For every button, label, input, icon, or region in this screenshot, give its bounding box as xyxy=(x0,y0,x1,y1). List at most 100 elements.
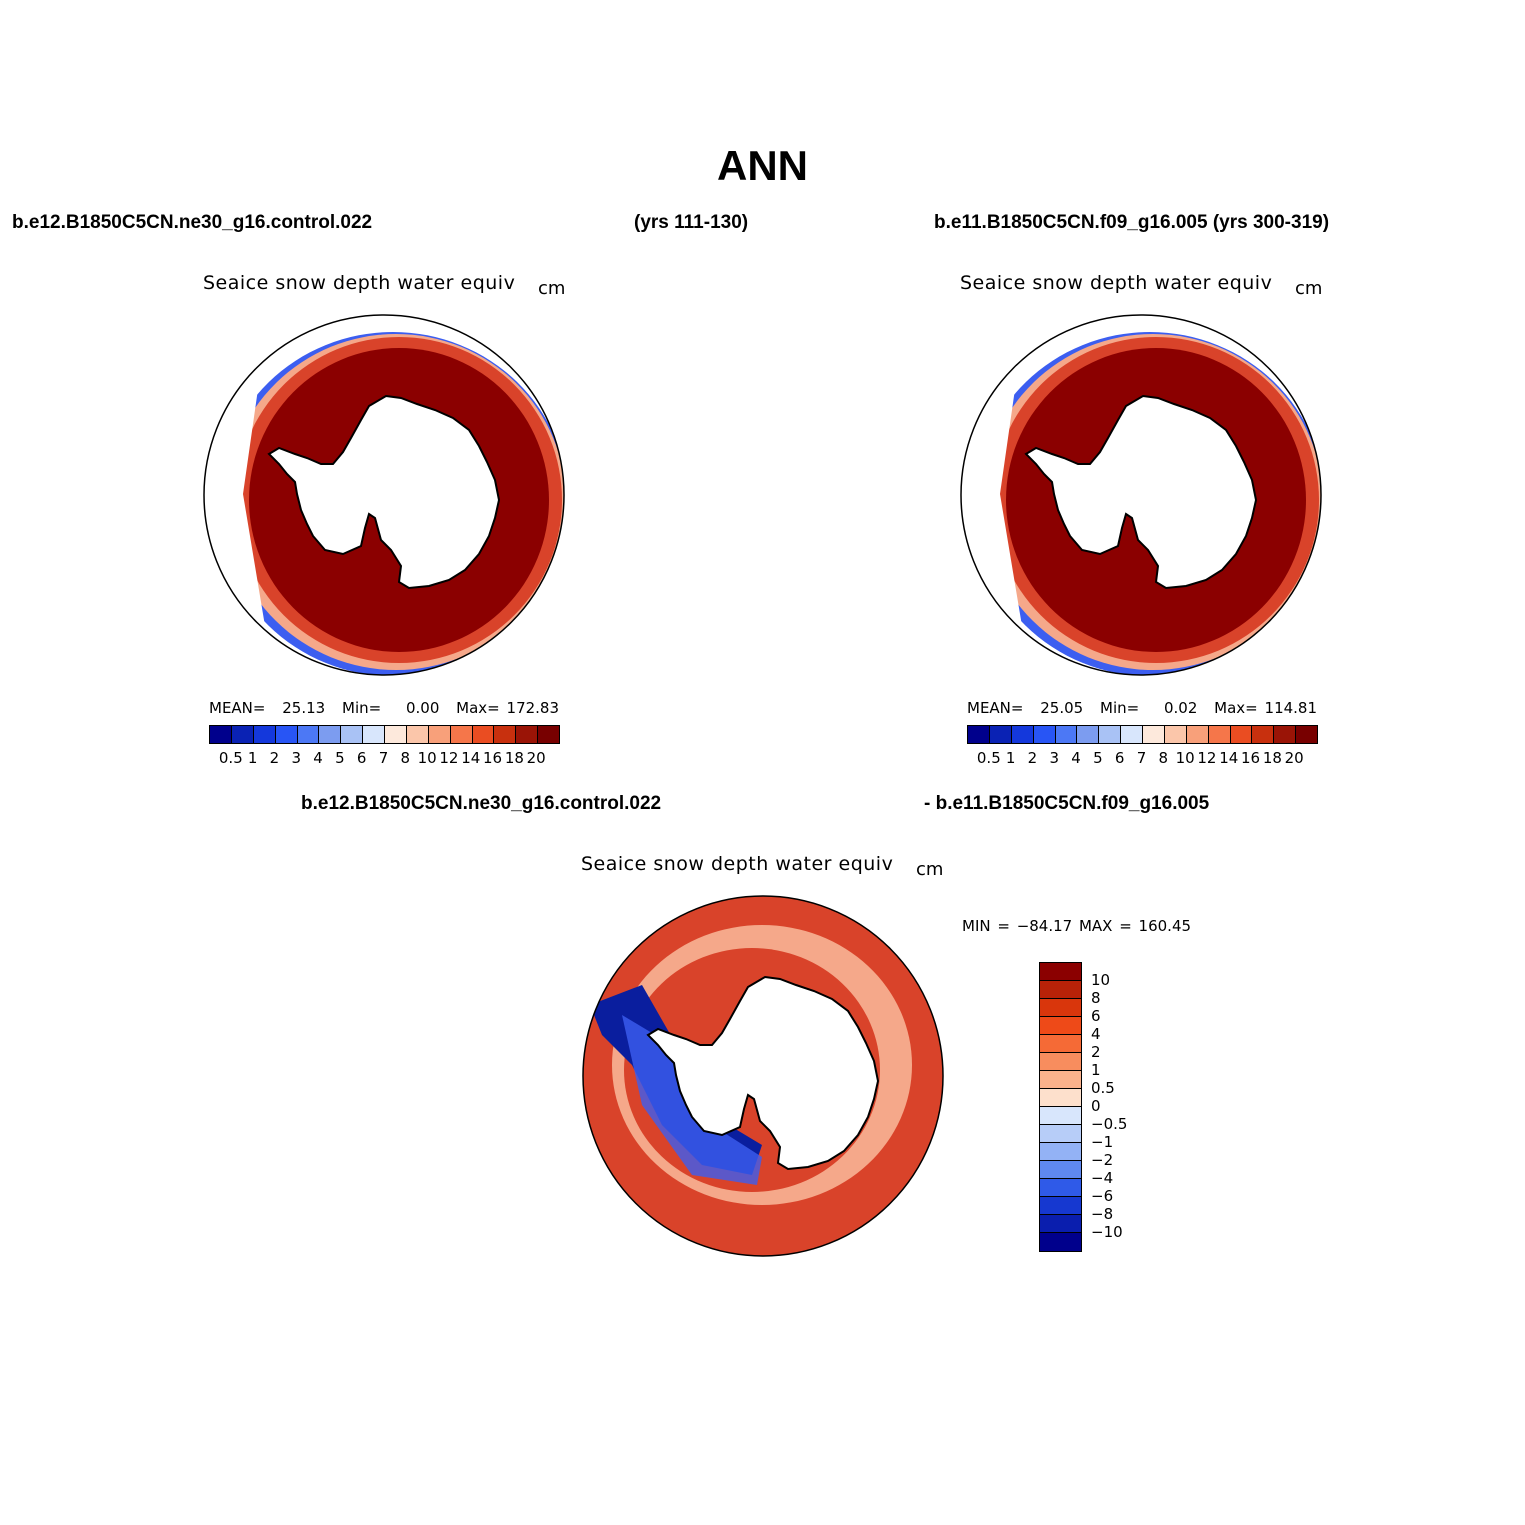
colorbar-tick-label: −0.5 xyxy=(1091,1115,1128,1133)
colorbar-tick-label: −2 xyxy=(1091,1151,1114,1169)
colorbar-swatch xyxy=(1230,726,1253,743)
colorbar-tick-label: 14 xyxy=(461,749,481,767)
colorbar-tick-label: 20 xyxy=(1284,749,1304,767)
mean-value: 25.13 xyxy=(282,699,326,717)
colorbar-swatch xyxy=(472,726,495,743)
colorbar-swatch xyxy=(1055,726,1078,743)
colorbar-swatch xyxy=(1040,1089,1081,1107)
min-value: 0.00 xyxy=(405,699,440,717)
colorbar-swatch xyxy=(1040,1053,1081,1071)
colorbar-tick-label: 4 xyxy=(313,749,323,767)
colorbar-swatch xyxy=(516,726,539,743)
colorbar-swatch xyxy=(1011,726,1034,743)
colorbar-tick-label: 1 xyxy=(1005,749,1016,767)
colorbar-tick-label: 5 xyxy=(335,749,345,767)
colorbar-swatch xyxy=(1040,1161,1081,1179)
colorbar-left xyxy=(209,725,560,744)
panel1-stats: MEAN= 25.13 Min= 0.00 Max= 172.83 xyxy=(209,699,559,717)
colorbar-swatch xyxy=(275,726,298,743)
colorbar-swatch xyxy=(1252,726,1275,743)
colorbar-tick-label: 1 xyxy=(247,749,258,767)
antarctica-coastline xyxy=(646,975,880,1171)
colorbar-tick-label: 1 xyxy=(1091,1061,1101,1079)
colorbar-swatch xyxy=(1040,1233,1081,1251)
colorbar-swatch xyxy=(1040,981,1081,999)
panel1-title: Seaice snow depth water equiv xyxy=(203,272,516,294)
min-label: Min= xyxy=(342,699,382,717)
diff-case-left: b.e12.B1850C5CN.ne30_g16.control.022 xyxy=(301,793,662,814)
colorbar-swatch xyxy=(1164,726,1187,743)
colorbar-tick-label: 6 xyxy=(356,749,367,767)
colorbar-tick-label: 16 xyxy=(483,749,503,767)
panel3-minmax: MIN = −84.17 MAX = 160.45 xyxy=(962,917,1192,935)
colorbar-swatch xyxy=(1099,726,1122,743)
colorbar-tick-label: 10 xyxy=(1091,971,1111,989)
colorbar-swatch xyxy=(450,726,473,743)
colorbar-tick-label: 3 xyxy=(291,749,302,767)
colorbar-tick-label: 14 xyxy=(1219,749,1239,767)
colorbar-right xyxy=(967,725,1318,744)
antarctica-coastline xyxy=(1024,394,1258,590)
colorbar-tick-label: 18 xyxy=(1262,749,1282,767)
polar-map-right xyxy=(960,314,1322,676)
colorbar-swatch xyxy=(989,726,1012,743)
colorbar-swatch xyxy=(1040,1197,1081,1215)
min-label: Min= xyxy=(1100,699,1140,717)
colorbar-tick-label: 18 xyxy=(504,749,524,767)
colorbar-swatch xyxy=(1040,1143,1081,1161)
colorbar-tick-label: 10 xyxy=(1175,749,1195,767)
colorbar-tick-label: 6 xyxy=(1091,1007,1101,1025)
colorbar-swatch xyxy=(1033,726,1056,743)
colorbar-swatch xyxy=(297,726,320,743)
panel1-units: cm xyxy=(538,278,566,299)
colorbar-swatch xyxy=(1040,1071,1081,1089)
max-value: 172.83 xyxy=(506,699,560,717)
colorbar-tick-label: 20 xyxy=(526,749,546,767)
colorbar-swatch xyxy=(1143,726,1165,743)
colorbar-swatch xyxy=(406,726,429,743)
colorbar-tick-label: 8 xyxy=(1091,989,1101,1007)
colorbar-swatch xyxy=(1040,1215,1081,1233)
colorbar-swatch xyxy=(1186,726,1209,743)
colorbar-swatch xyxy=(363,726,385,743)
colorbar-swatch xyxy=(210,726,232,743)
max-value: 114.81 xyxy=(1264,699,1318,717)
colorbar-swatch xyxy=(1040,1125,1081,1143)
mean-label: MEAN= xyxy=(967,699,1024,717)
max-label: Max= xyxy=(1214,699,1258,717)
antarctica-coastline xyxy=(267,394,501,590)
colorbar-tick-label: 2 xyxy=(269,749,280,767)
min-value: 0.02 xyxy=(1163,699,1198,717)
map-border xyxy=(582,895,944,1257)
colorbar-swatch xyxy=(1121,726,1143,743)
colorbar-tick-label: 4 xyxy=(1071,749,1081,767)
colorbar-swatch xyxy=(1274,726,1297,743)
case-years-left: (yrs 111-130) xyxy=(634,212,749,233)
colorbar-swatch xyxy=(1040,1035,1081,1053)
mean-label: MEAN= xyxy=(209,699,266,717)
colorbar-tick-label: 12 xyxy=(1197,749,1217,767)
diff-case-right: - b.e11.B1850C5CN.f09_g16.005 xyxy=(924,793,1210,814)
max-label: Max= xyxy=(456,699,500,717)
colorbar-swatch xyxy=(1040,1179,1081,1197)
colorbar-tick-label: −10 xyxy=(1091,1223,1123,1241)
colorbar-swatch xyxy=(1040,999,1081,1017)
panel2-stats: MEAN= 25.05 Min= 0.02 Max= 114.81 xyxy=(967,699,1317,717)
colorbar-tick-label: 0.5 xyxy=(976,749,1001,767)
colorbar-tick-label: 3 xyxy=(1049,749,1060,767)
colorbar-swatch xyxy=(1040,1107,1081,1125)
figure-title: ANN xyxy=(717,142,808,189)
colorbar-tick-label: 7 xyxy=(378,749,389,767)
colorbar-swatch xyxy=(428,726,451,743)
colorbar-tick-label: 2 xyxy=(1091,1043,1101,1061)
colorbar-tick-label: 8 xyxy=(1158,749,1169,767)
colorbar-swatch xyxy=(341,726,364,743)
map-border xyxy=(960,314,1322,676)
colorbar-tick-label: 7 xyxy=(1136,749,1147,767)
colorbar-tick-label: 0.5 xyxy=(218,749,243,767)
colorbar-swatch xyxy=(385,726,407,743)
colorbar-tick-label: 2 xyxy=(1027,749,1038,767)
colorbar-swatch xyxy=(494,726,517,743)
colorbar-tick-label: 10 xyxy=(417,749,437,767)
colorbar-swatch xyxy=(538,726,559,743)
